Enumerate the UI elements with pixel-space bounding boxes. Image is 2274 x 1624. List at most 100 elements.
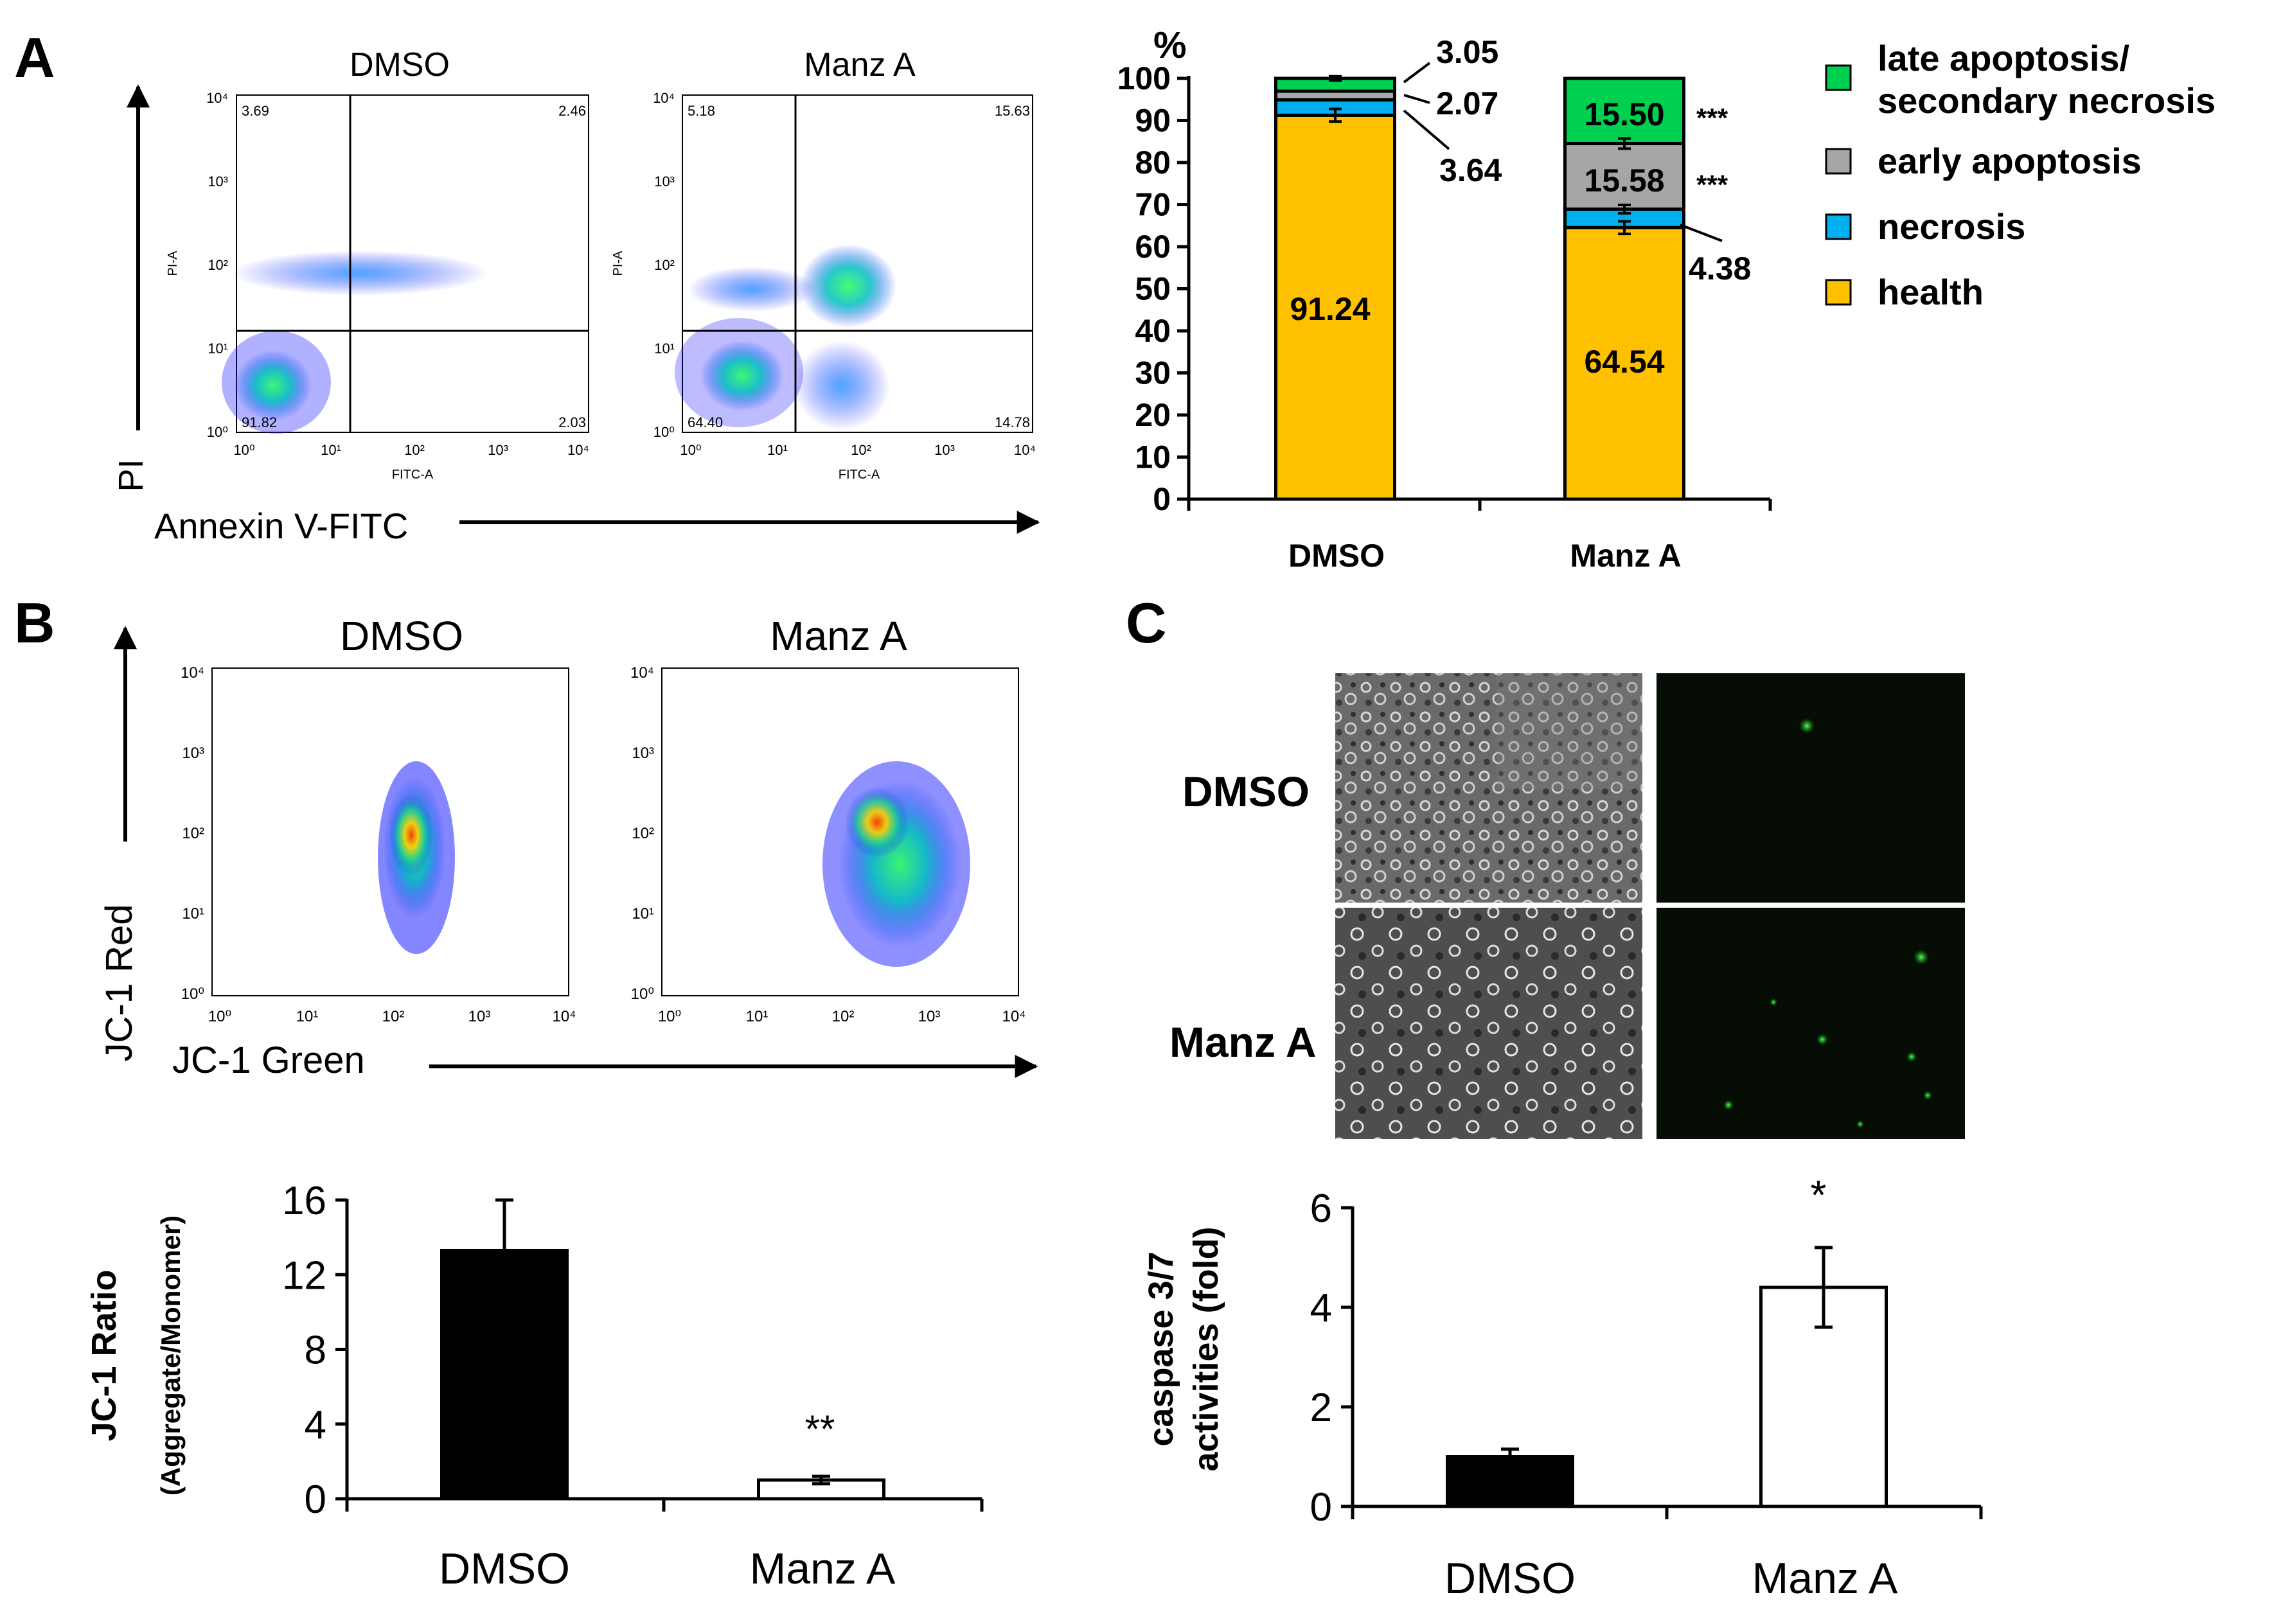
micrograph-dmso-phase (1335, 673, 1642, 903)
tick-label: 10⁴ (630, 664, 654, 682)
stacked-y-tick-label: 10 (1135, 439, 1171, 475)
tick-label: 10³ (488, 442, 508, 458)
caspase-y-tick-label: 4 (1310, 1286, 1332, 1330)
stacked-y-tick-label: 20 (1135, 397, 1171, 433)
fluorescent-spot (1914, 949, 1929, 965)
jc1-chart-xlabel: Manz A (750, 1544, 896, 1593)
jc1-plot-manza: Manz A 10⁰ 10¹ 10² 10³ 10⁴ 10⁰ 10¹ 10² 1… (630, 613, 1026, 1025)
tick-label: 10¹ (208, 340, 228, 357)
tick-label: 10¹ (767, 442, 788, 458)
annexin-flow-group: PI Annexin V-FITC DMSO 3.69 2.46 91.82 2… (112, 46, 1040, 546)
stacked-y-tick-label: 100 (1117, 60, 1171, 96)
caspase-chart-ylabel: caspase 3/7 (1142, 1251, 1180, 1446)
jc1-plot-title: DMSO (340, 613, 463, 659)
quadrant-ul-value: 5.18 (688, 103, 715, 119)
stacked-y-tick-label: 60 (1135, 229, 1171, 265)
legend-label: health (1878, 272, 1984, 312)
tick-label: 10³ (654, 173, 675, 190)
quadrant-ll-value: 91.82 (242, 414, 277, 430)
annexin-y-axis-label: PI (112, 459, 150, 491)
fluorescent-spot (1906, 1052, 1917, 1062)
legend-swatch-health (1825, 279, 1852, 306)
tick-label: 10² (208, 257, 228, 273)
jc1-cluster-core (845, 787, 909, 858)
tick-label: 10¹ (746, 1008, 768, 1025)
annexin-cluster-early (794, 340, 890, 430)
jc1-ratio-chart: JC-1 Ratio (Aggregate/Monomer) DMSO Manz… (85, 1179, 984, 1593)
tick-label: 10¹ (296, 1008, 319, 1025)
micrograph-row-label: DMSO (1182, 768, 1310, 815)
stacked-y-tick-label: 30 (1135, 355, 1171, 391)
tick-label: 10⁴ (181, 664, 204, 682)
tick-label: 10⁴ (653, 90, 675, 106)
annexin-x-axis-label: Annexin V-FITC (154, 506, 408, 546)
legend-label: secondary necrosis (1878, 80, 2216, 121)
micrograph-manza-fluor (1657, 908, 1965, 1139)
callout-leader (1403, 109, 1450, 150)
jc1-marks: 0 4 8 12 16 (282, 1179, 984, 1522)
significance-late: *** (1696, 103, 1728, 133)
caspase-chart-ylabel2: activities (fold) (1187, 1226, 1225, 1471)
annexin-manza-yticks: 10⁰ 10¹ 10² 10³ 10⁴ (653, 90, 675, 440)
annexin-plot-title: DMSO (350, 46, 450, 84)
caspase-chart-xlabel: DMSO (1444, 1554, 1576, 1603)
micrograph-dmso-phase-shade (1497, 673, 1642, 789)
tick-label: 10⁰ (680, 442, 701, 458)
tick-label: 10⁰ (181, 985, 204, 1003)
jc1-x-axis-label: JC-1 Green (172, 1039, 365, 1081)
tick-label: 10² (404, 442, 425, 458)
jc1-dmso-xticks: 10⁰ 10¹ 10² 10³ 10⁴ (208, 1008, 576, 1025)
legend-swatch-late (1825, 64, 1852, 91)
annexin-x-channel: FITC-A (839, 468, 880, 482)
jc1-y-tick-label: 16 (282, 1179, 326, 1223)
caspase-y-tick-label: 0 (1310, 1485, 1332, 1530)
manza-late-value: 15.50 (1584, 96, 1664, 132)
annexin-cluster-pi (231, 251, 488, 296)
stacked-unit-label: % (1153, 24, 1187, 66)
quadrant-lr-value: 2.03 (558, 414, 586, 430)
annexin-y-channel: PI-A (611, 251, 625, 276)
caspase-y-tick-label: 6 (1310, 1187, 1332, 1231)
tick-label: 10³ (934, 442, 955, 458)
caspase-marks: 0 2 4 6 (1310, 1187, 1983, 1530)
stacked-bar-segment-late (1563, 76, 1685, 146)
micrograph-row-label: Manz A (1169, 1018, 1317, 1066)
panel-letter-a: A (14, 26, 55, 89)
jc1-manza-yticks: 10⁰ 10¹ 10² 10³ 10⁴ (630, 664, 654, 1003)
manza-health-value: 64.54 (1584, 344, 1664, 380)
jc1-chart-ylabel2: (Aggregate/Monomer) (155, 1215, 186, 1496)
manza-early-value: 15.58 (1584, 163, 1664, 199)
jc1-plot-title: Manz A (770, 613, 907, 659)
legend-swatch-early (1825, 148, 1852, 175)
tick-label: 10⁴ (552, 1008, 576, 1025)
jc1-y-tick-label: 12 (282, 1253, 326, 1298)
stacked-y-tick-label: 0 (1153, 481, 1171, 517)
callout-leader (1403, 94, 1430, 104)
caspase-significance: * (1811, 1172, 1827, 1218)
quadrant-ur-value: 2.46 (558, 103, 586, 119)
fluorescent-spot (1817, 1034, 1828, 1045)
tick-label: 10⁴ (206, 90, 228, 106)
tick-label: 10⁰ (208, 1008, 231, 1025)
jc1-y-tick-label: 8 (305, 1328, 326, 1373)
callout-leader (1680, 224, 1723, 242)
fluorescent-spot (1723, 1100, 1734, 1110)
annexin-dmso-yticks: 10⁰ 10¹ 10² 10³ 10⁴ (206, 90, 228, 440)
tick-label: 10² (851, 442, 871, 458)
jc1-y-axis-label: JC-1 Red (98, 905, 140, 1062)
caspase-chart: caspase 3/7 activities (fold) DMSO Manz … (1142, 1172, 1983, 1603)
tick-label: 10¹ (654, 340, 675, 357)
tick-label: 10³ (182, 745, 204, 762)
callout-leader (1403, 62, 1431, 84)
panel-letter-b: B (14, 591, 55, 655)
tick-label: 10⁰ (207, 424, 228, 440)
stacked-y-tick-label: 40 (1135, 313, 1171, 349)
tick-label: 10¹ (632, 905, 654, 922)
jc1-manza-xticks: 10⁰ 10¹ 10² 10³ 10⁴ (658, 1008, 1026, 1025)
fluorescent-spot (1770, 998, 1777, 1006)
tick-label: 10² (182, 825, 204, 842)
jc1-chart-ylabel: JC-1 Ratio (85, 1269, 123, 1441)
legend-label: late apoptosis/ (1878, 38, 2130, 78)
fluorescent-spot (1856, 1120, 1864, 1128)
stacked-y-tick-label: 90 (1135, 103, 1171, 139)
